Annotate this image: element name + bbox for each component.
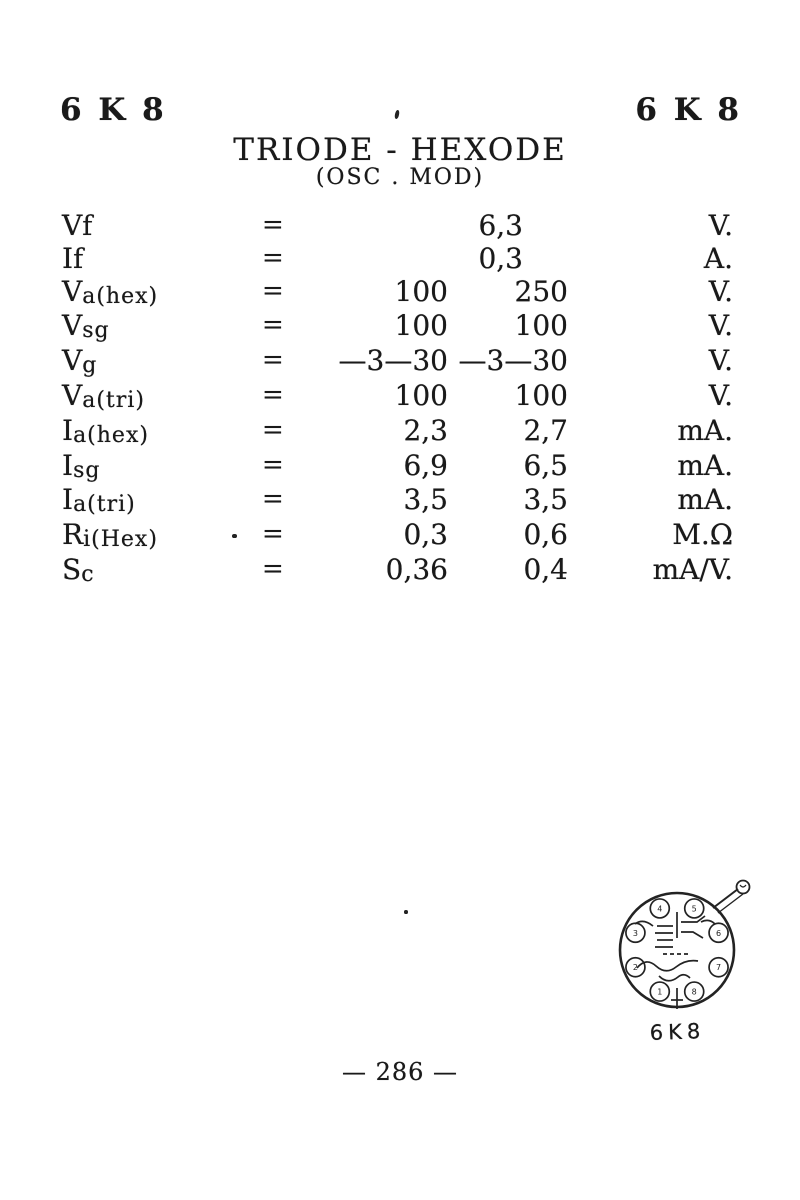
page-title: TRIODE - HEXODE	[233, 132, 567, 168]
page-subtitle: (OSC . MOD)	[315, 165, 485, 190]
param-label: Ia(tri)	[62, 483, 136, 518]
param-label: Vf	[62, 209, 93, 242]
spec-table: Vf = 6,3 V. If = 0,3 A. Va(hex) = 100 250 V. Vsg = 100 1…	[62, 210, 733, 589]
value-col2: 0,4	[523, 552, 568, 586]
ink-speck	[404, 910, 408, 914]
param-label: Vsg	[62, 309, 110, 344]
value-single: 0,3	[478, 241, 523, 275]
pin-number: 4	[657, 904, 662, 913]
equals-sign: =	[262, 379, 284, 410]
pin-circle	[649, 898, 671, 919]
pin-number: 2	[633, 963, 638, 972]
value-col1: 100	[394, 274, 448, 308]
spec-row: If = 0,3 A.	[62, 241, 733, 276]
unit-label: M.Ω	[672, 518, 733, 552]
spec-row: Va(tri) = 100 100 V.	[62, 380, 733, 415]
spec-row: Ia(hex) = 2,3 2,7 mA.	[62, 413, 733, 450]
value-col1: 0,36	[385, 552, 448, 586]
spec-row: Va(hex) = 100 250 V.	[62, 274, 733, 311]
spec-row: Ia(tri) = 3,5 3,5 mA.	[62, 484, 733, 519]
equals-sign: =	[262, 275, 284, 306]
value-col1: 100	[394, 378, 448, 412]
pin-number: 6	[716, 929, 721, 938]
spec-row: Vf = 6,3 V.	[62, 210, 733, 243]
value-col1: 6,9	[403, 448, 448, 482]
page-number: — 286 —	[341, 1058, 459, 1086]
tube-model-left: 6 K 8	[60, 92, 167, 128]
value-col2: 100	[514, 378, 568, 412]
pin-circle	[683, 981, 705, 1002]
spec-row: Ri(Hex) = 0,3 0,6 M.Ω	[62, 519, 733, 554]
value-col2: 250	[514, 274, 568, 308]
value-col1: —3—30	[338, 344, 448, 378]
equals-sign: =	[262, 310, 284, 341]
value-col1: 100	[394, 309, 448, 343]
equals-sign: =	[262, 242, 284, 273]
unit-label: mA.	[677, 448, 733, 482]
unit-label: A.	[703, 241, 733, 275]
equals-sign: =	[262, 345, 284, 376]
param-label: Sc	[62, 552, 95, 587]
param-label: Va(tri)	[62, 378, 145, 413]
spec-row: Vg = —3—30 —3—30 V.	[62, 345, 733, 380]
equals-sign: =	[262, 484, 284, 515]
unit-label: V.	[708, 309, 733, 343]
value-col1: 3,5	[403, 483, 448, 517]
value-col2: 6,5	[523, 448, 568, 482]
pin-circle	[625, 922, 646, 944]
value-col2: 2,7	[523, 413, 568, 447]
ink-speck	[394, 109, 400, 120]
param-label: Isg	[62, 448, 101, 483]
equals-sign: =	[262, 210, 284, 240]
spec-row: Isg = 6,9 6,5 mA.	[62, 448, 733, 485]
tube-base-pinout-diagram: 1 2 3 4 5 6 7 8	[618, 879, 751, 1009]
param-label: Ri(Hex)	[62, 518, 158, 553]
pin-circle	[708, 922, 729, 944]
equals-sign: =	[262, 449, 284, 480]
ink-speck	[232, 534, 237, 538]
unit-label: mA.	[677, 483, 733, 517]
value-col1: 0,3	[403, 518, 448, 552]
value-col2: 0,6	[523, 518, 568, 552]
pin-circle	[625, 956, 646, 978]
pin-number: 1	[657, 988, 662, 997]
tube-model-right: 6 K 8	[635, 92, 742, 128]
value-col2: 100	[514, 309, 568, 343]
equals-sign: =	[262, 553, 284, 584]
equals-sign: =	[262, 414, 284, 445]
diagram-caption: 6K8	[649, 1019, 706, 1045]
spec-row: Vsg = 100 100 V.	[62, 310, 733, 345]
value-col1: 2,3	[403, 413, 448, 447]
value-col2: 3,5	[523, 483, 568, 517]
unit-label: V.	[708, 378, 733, 412]
param-label: If	[62, 241, 84, 275]
pin-circles: 1 2 3 4 5 6 7 8	[625, 898, 729, 1002]
unit-label: V.	[708, 274, 733, 308]
pin-number: 8	[692, 988, 697, 997]
unit-label: V.	[708, 209, 733, 242]
spec-row: Sc = 0,36 0,4 mA/V.	[62, 554, 733, 589]
pin-number: 5	[692, 904, 697, 913]
pin-number: 3	[633, 929, 638, 938]
value-single: 6,3	[478, 209, 523, 242]
pin-circle	[708, 956, 729, 978]
pin-circle	[649, 981, 671, 1002]
param-label: Vg	[62, 344, 98, 379]
unit-label: mA/V.	[652, 552, 733, 586]
unit-label: mA.	[677, 413, 733, 447]
param-label: Va(hex)	[62, 274, 159, 309]
unit-label: V.	[708, 344, 733, 378]
pin-circle	[683, 898, 705, 919]
value-col2: —3—30	[458, 344, 568, 378]
grid-cap-lead	[712, 879, 751, 914]
pin-number: 7	[716, 963, 721, 972]
equals-sign: =	[262, 519, 284, 550]
param-label: Ia(hex)	[62, 413, 149, 448]
